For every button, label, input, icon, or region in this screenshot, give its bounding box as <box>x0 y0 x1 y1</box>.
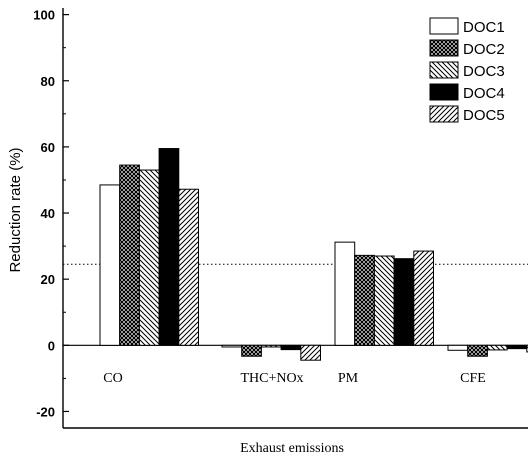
y-tick-label: 100 <box>33 8 55 23</box>
category-label: PM <box>338 371 359 386</box>
legend-swatch-doc5 <box>429 105 459 123</box>
bar-doc3-co <box>138 169 160 346</box>
category-label: CO <box>103 371 122 386</box>
y-tick-label: 40 <box>41 206 55 221</box>
bar-doc5-cfe <box>526 344 528 353</box>
y-tick-label: 80 <box>41 74 55 89</box>
bar-doc2-cfe <box>467 344 488 357</box>
bar-doc5-thc-nox <box>300 344 321 361</box>
legend-label-doc1: DOC1 <box>463 19 505 36</box>
legend-label-doc5: DOC5 <box>463 107 505 124</box>
bar-doc4-thc-nox <box>280 344 302 351</box>
x-axis-title: Exhaust emissions <box>240 441 344 456</box>
bar-doc3-pm <box>373 255 395 346</box>
category-label: CFE <box>460 371 486 386</box>
bar-doc3-thc-nox <box>260 344 282 348</box>
legend: DOC1 DOC2 DOC3 DOC4 DOC5 <box>429 17 505 124</box>
bar-doc1-co <box>99 184 121 346</box>
y-tick-label: -20 <box>36 404 55 419</box>
bar-doc4-cfe <box>506 344 528 350</box>
bar-doc2-pm <box>354 254 375 346</box>
bar-doc1-pm <box>334 241 356 346</box>
legend-label-doc2: DOC2 <box>463 41 505 58</box>
bar-doc4-co <box>158 148 180 346</box>
y-tick-label: 0 <box>48 338 55 353</box>
bar-doc3-cfe <box>486 344 508 351</box>
legend-label-doc4: DOC4 <box>463 85 505 102</box>
legend-swatch-doc1 <box>429 17 459 35</box>
legend-swatch-doc4 <box>429 83 459 101</box>
bar-doc1-cfe <box>447 344 469 351</box>
legend-swatch-doc2 <box>429 39 459 57</box>
legend-label-doc3: DOC3 <box>463 63 505 80</box>
y-tick-label: 20 <box>41 272 55 287</box>
legend-swatch-doc3 <box>429 61 459 79</box>
y-axis-title: Reduction rate (%) <box>7 147 24 272</box>
plot-area: -20 0 20 40 60 80 100 CO THC+NOx PM CFE <box>33 8 528 429</box>
category-label: THC+NOx <box>240 371 303 386</box>
y-tick-label: 60 <box>41 140 55 155</box>
bar-doc4-pm <box>393 258 415 346</box>
bar-doc1-thc-nox <box>221 344 243 348</box>
bar-doc5-co <box>178 188 200 346</box>
bar-doc2-co <box>119 164 140 346</box>
bar-doc5-pm <box>413 250 434 346</box>
bar-doc2-thc-nox <box>241 344 262 357</box>
